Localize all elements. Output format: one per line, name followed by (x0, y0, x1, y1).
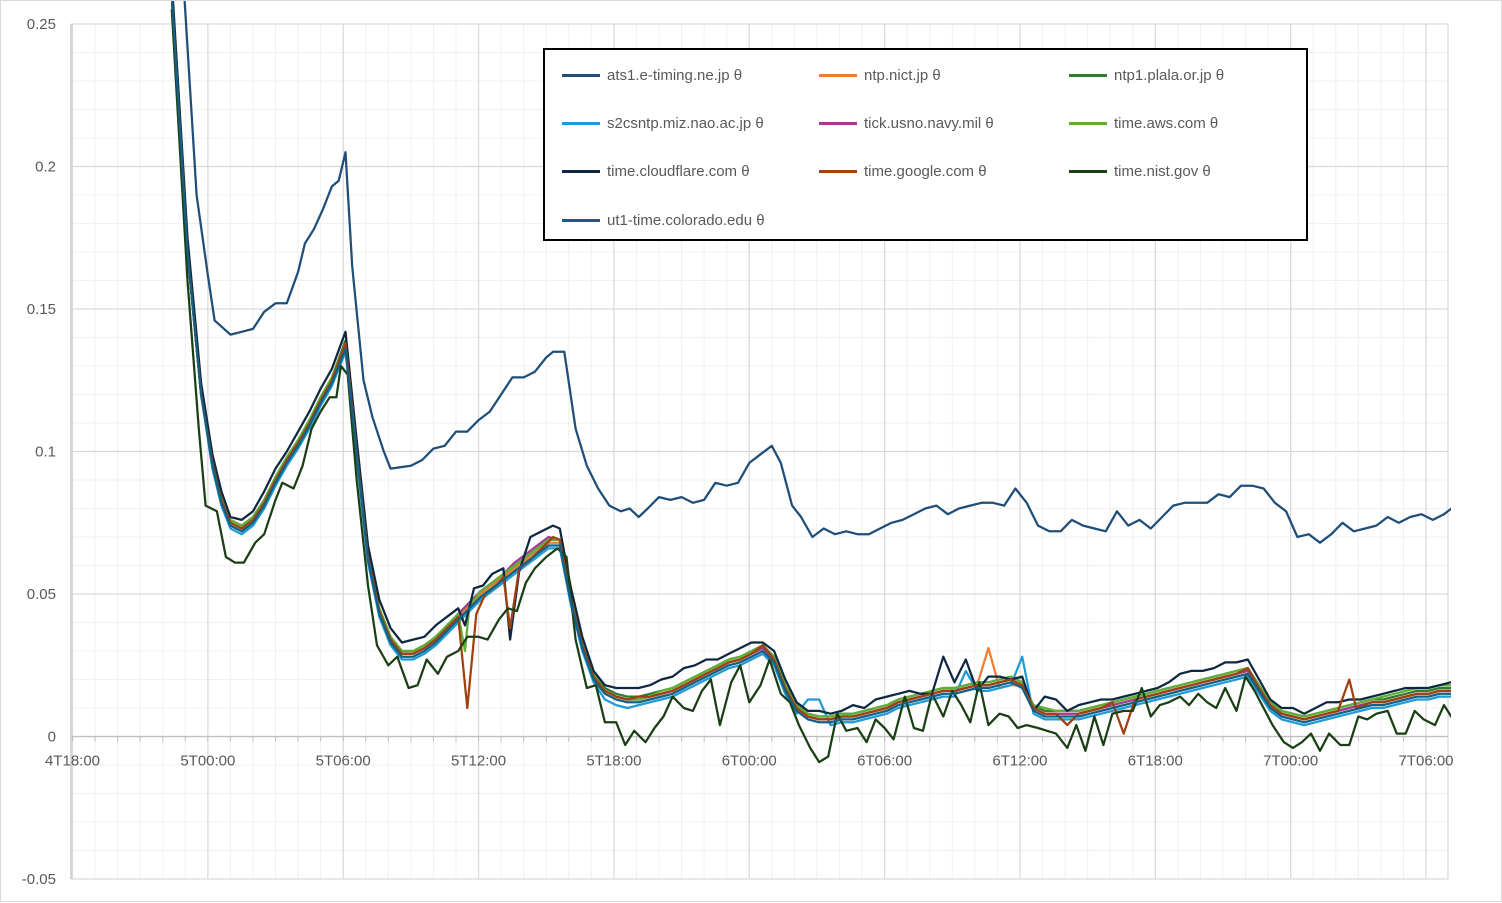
x-tick-label: 4T18:00 (45, 753, 100, 770)
x-tick-label: 6T12:00 (992, 753, 1047, 770)
legend-swatch (562, 73, 600, 77)
chart-legend: ats1.e-timing.ne.jp θ ntp.nict.jp θ ntp1.p… (543, 48, 1308, 241)
x-tick-label: 5T00:00 (180, 753, 235, 770)
legend-label: ntp.nict.jp θ (864, 66, 941, 84)
x-tick-label: 7T06:00 (1398, 753, 1453, 770)
legend-label: ut1-time.colorado.edu θ (607, 211, 765, 229)
y-tick-label: 0.1 (35, 444, 56, 461)
legend-swatch (562, 218, 600, 222)
x-tick-label: 5T18:00 (586, 753, 641, 770)
y-tick-label: 0.15 (27, 301, 56, 318)
legend-item: tick.usno.navy.mil θ (819, 113, 994, 133)
series-line-5 (171, 1, 1451, 718)
series-line-3 (171, 1, 1451, 727)
legend-item: time.nist.gov θ (1069, 161, 1211, 181)
legend-item: ats1.e-timing.ne.jp θ (562, 65, 742, 85)
legend-swatch (1069, 73, 1107, 77)
x-tick-label: 6T00:00 (722, 753, 777, 770)
legend-label: ntp1.plala.or.jp θ (1114, 66, 1225, 84)
legend-label: time.cloudflare.com θ (607, 162, 750, 180)
y-tick-label: 0 (48, 729, 56, 746)
legend-swatch (1069, 121, 1107, 125)
x-tick-label: 5T06:00 (316, 753, 371, 770)
y-tick-label: -0.05 (22, 871, 56, 888)
y-tick-label: 0.05 (27, 586, 56, 603)
legend-swatch (819, 169, 857, 173)
legend-label: time.aws.com θ (1114, 114, 1219, 132)
x-axis-tick-labels: 4T18:00 5T00:00 5T06:00 5T12:00 5T18:00 6T00:… (45, 753, 1454, 770)
legend-swatch (1069, 169, 1107, 173)
series-line-6 (171, 1, 1451, 715)
legend-swatch (562, 121, 600, 125)
legend-item: time.google.com θ (819, 161, 987, 181)
legend-label: s2csntp.miz.nao.ac.jp θ (607, 114, 764, 132)
series-line-8 (170, 8, 1451, 764)
x-tick-label: 5T12:00 (451, 753, 506, 770)
legend-item: time.aws.com θ (1069, 113, 1218, 133)
legend-swatch (819, 121, 857, 125)
x-tick-label: 6T06:00 (857, 753, 912, 770)
series-line-0 (183, 1, 1451, 544)
x-tick-label: 6T18:00 (1128, 753, 1183, 770)
legend-label: tick.usno.navy.mil θ (864, 114, 994, 132)
legend-item: ntp.nict.jp θ (819, 65, 941, 85)
legend-swatch (819, 73, 857, 77)
x-tick-label: 7T00:00 (1263, 753, 1318, 770)
legend-label: time.nist.gov θ (1114, 162, 1211, 180)
series-layer (170, 1, 1451, 764)
axes (70, 24, 1448, 879)
legend-item: s2csntp.miz.nao.ac.jp θ (562, 113, 764, 133)
legend-item: time.cloudflare.com θ (562, 161, 750, 181)
legend-label: time.google.com θ (864, 162, 987, 180)
series-line-7 (171, 1, 1451, 735)
legend-swatch (562, 169, 600, 173)
y-axis-tick-labels: -0.05 0 0.05 0.1 0.15 0.2 0.25 (22, 16, 56, 888)
y-tick-label: 0.25 (27, 16, 56, 33)
y-tick-label: 0.2 (35, 159, 56, 176)
legend-item: ut1-time.colorado.edu θ (562, 210, 765, 230)
legend-label: ats1.e-timing.ne.jp θ (607, 66, 743, 84)
legend-item: ntp1.plala.or.jp θ (1069, 65, 1224, 85)
series-line-9 (171, 1, 1451, 724)
